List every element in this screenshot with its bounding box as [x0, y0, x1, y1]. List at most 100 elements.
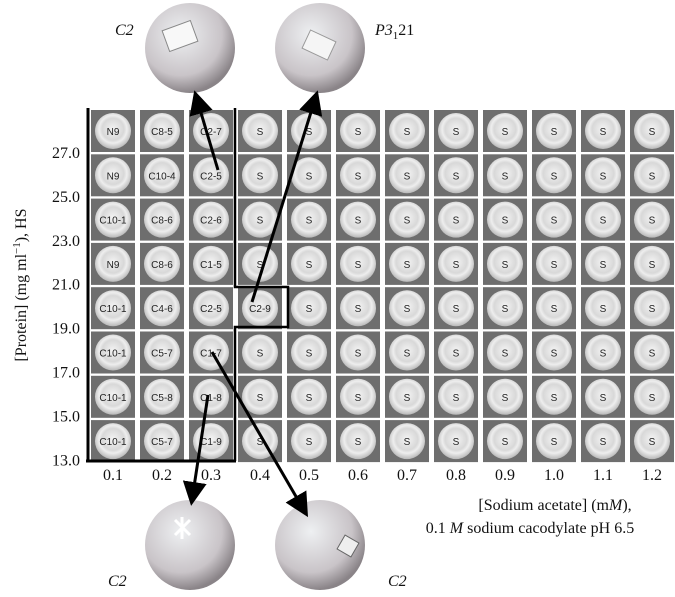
- well-drop: [487, 113, 523, 149]
- well: S: [238, 331, 282, 374]
- well-label: C5-8: [151, 393, 173, 404]
- well-label: S: [502, 304, 509, 315]
- well: S: [581, 375, 625, 418]
- well: S: [238, 375, 282, 418]
- well: S: [434, 154, 478, 197]
- well-label: S: [649, 171, 656, 182]
- space-group-label: C2: [115, 22, 134, 39]
- crystal: [336, 534, 360, 558]
- well: S: [483, 110, 527, 152]
- well-label: S: [306, 349, 313, 360]
- well-drop: [193, 157, 229, 194]
- well: S: [336, 154, 380, 197]
- well: S: [581, 331, 625, 374]
- well-label: S: [551, 437, 558, 448]
- well-drop: [193, 201, 229, 238]
- well: S: [581, 287, 625, 330]
- well-label: S: [453, 393, 460, 404]
- well: S: [336, 110, 380, 152]
- well-label: C2-6: [200, 216, 222, 227]
- well: S: [532, 420, 576, 463]
- x-axis-label: [Sodium acetate] (mM),: [478, 497, 631, 514]
- well-drop: [487, 290, 523, 327]
- well: S: [336, 198, 380, 241]
- well-drop: [95, 378, 131, 415]
- well-label: S: [600, 393, 607, 404]
- well: S: [483, 331, 527, 374]
- space-group-label: C2: [388, 573, 407, 590]
- well-label: S: [257, 127, 264, 138]
- y-tick-label: 13.0: [52, 452, 80, 469]
- crystal-photo: [145, 500, 235, 590]
- well-label: S: [502, 127, 509, 138]
- well-label: C8-6: [151, 216, 173, 227]
- well: S: [532, 375, 576, 418]
- well: C2-5: [189, 287, 233, 330]
- well-label: C1-9: [200, 437, 222, 448]
- x-tick-label: 0.9: [495, 467, 515, 484]
- phase-boundary: [233, 108, 290, 461]
- y-tick-label: 15.0: [52, 408, 80, 425]
- well: S: [287, 242, 331, 285]
- well: C1-8: [189, 375, 233, 418]
- y-tick-label: 27.0: [52, 145, 80, 162]
- well-label: S: [257, 171, 264, 182]
- well: S: [630, 110, 674, 152]
- well: S: [336, 331, 380, 374]
- well-drop: [95, 290, 131, 327]
- arrow: [182, 394, 210, 506]
- well-label: S: [502, 437, 509, 448]
- well-label: S: [404, 437, 411, 448]
- well-drop: [487, 157, 523, 194]
- well-label: S: [453, 216, 460, 227]
- well-drop: [634, 113, 670, 149]
- well: S: [385, 375, 429, 418]
- well: S: [483, 154, 527, 197]
- well-drop: [340, 245, 376, 282]
- well-drop: [340, 157, 376, 194]
- crystal: [161, 19, 199, 53]
- x-tick-label: 0.6: [348, 467, 368, 484]
- well: S: [630, 287, 674, 330]
- well-drop: [487, 201, 523, 238]
- well-label: S: [502, 260, 509, 271]
- well: C10-1: [91, 331, 135, 374]
- well: C10-1: [91, 198, 135, 241]
- well-drop: [389, 157, 425, 194]
- well-drop: [585, 334, 621, 371]
- well-label: S: [551, 216, 558, 227]
- well: C1-7: [189, 331, 233, 374]
- subscript: 1: [393, 30, 399, 42]
- well: N9: [91, 154, 135, 197]
- well-drop: [389, 378, 425, 415]
- x-tick-label: 1.1: [593, 467, 613, 484]
- well-drop: [585, 378, 621, 415]
- well: C5-8: [140, 375, 184, 418]
- well-drop: [634, 157, 670, 194]
- x-tick-label: 0.5: [299, 467, 319, 484]
- arrow: [210, 351, 309, 518]
- well: S: [385, 242, 429, 285]
- well-label: S: [551, 393, 558, 404]
- well: S: [532, 242, 576, 285]
- well-drop: [144, 113, 180, 149]
- well-label: S: [551, 171, 558, 182]
- well-drop: [291, 334, 327, 371]
- well-label: S: [600, 349, 607, 360]
- well-drop: [291, 201, 327, 238]
- well-drop: [389, 334, 425, 371]
- well: S: [287, 420, 331, 463]
- well-label: C8-5: [151, 127, 173, 138]
- well-drop: [242, 334, 278, 371]
- label: ), HS: [13, 208, 30, 242]
- well-drop: [634, 378, 670, 415]
- well: C10-1: [91, 375, 135, 418]
- crystal-photo: [145, 3, 235, 93]
- well-label: S: [257, 260, 264, 271]
- well: S: [581, 154, 625, 197]
- x-tick-label: 0.1: [103, 467, 123, 484]
- label: C2: [108, 573, 127, 590]
- well-label: N9: [107, 127, 120, 138]
- well: S: [483, 287, 527, 330]
